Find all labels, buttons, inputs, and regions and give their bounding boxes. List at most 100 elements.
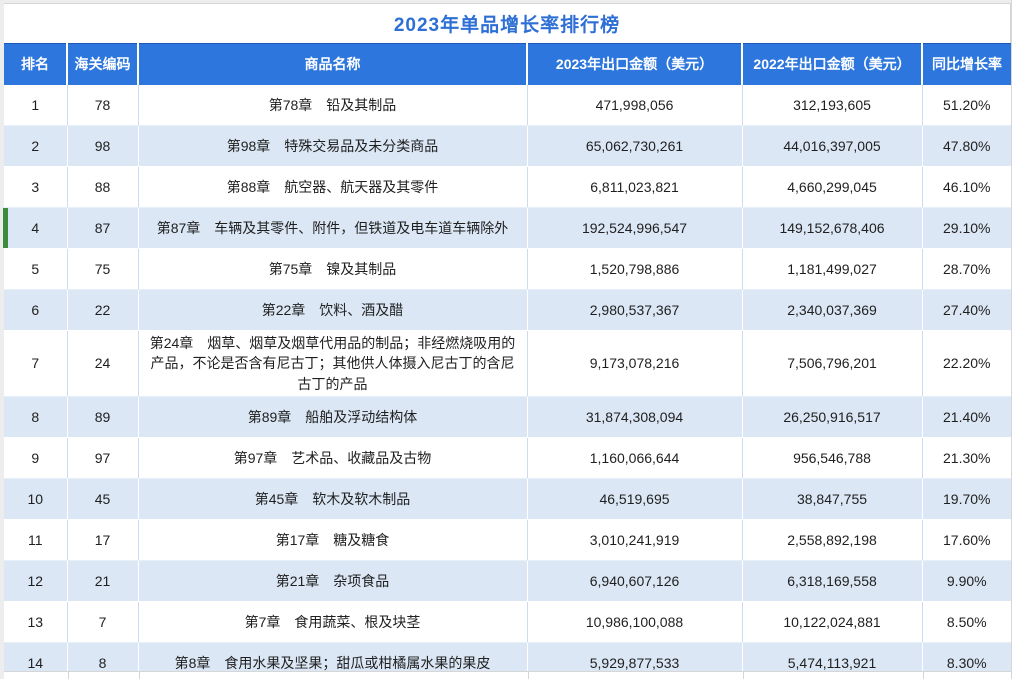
hs-code-cell[interactable]: 45 [67, 478, 139, 520]
amount-2023-cell[interactable]: 65,062,730,261 [527, 125, 743, 167]
hs-code-cell[interactable]: 98 [67, 125, 139, 167]
amount-2022-cell[interactable]: 1,181,499,027 [742, 248, 923, 290]
rank-cell[interactable]: 13 [4, 601, 68, 643]
grid-strip-bottom [4, 671, 1011, 679]
amount-2023-cell[interactable]: 10,986,100,088 [527, 601, 743, 643]
rank-cell[interactable]: 6 [4, 289, 68, 331]
amount-2023-cell[interactable]: 1,520,798,886 [527, 248, 743, 290]
column-header-amount-2023: 2023年出口金额（美元） [527, 43, 743, 85]
rank-cell[interactable]: 10 [4, 478, 68, 520]
gridline-tick [68, 672, 69, 679]
amount-2022-cell[interactable]: 7,506,796,201 [742, 330, 923, 397]
hs-code-cell[interactable]: 21 [67, 560, 139, 602]
hs-code-cell[interactable]: 87 [67, 207, 139, 249]
table-row: 13 7 第7章 食用蔬菜、根及块茎 10,986,100,088 10,122,024… [4, 601, 1011, 643]
table-row: 8 89 第89章 船舶及浮动结构体 31,874,308,094 26,250,916… [4, 396, 1011, 438]
name-cell[interactable]: 第87章 车辆及其零件、附件，但铁道及电车道车辆除外 [138, 207, 528, 249]
name-cell[interactable]: 第45章 软木及软木制品 [138, 478, 528, 520]
table-row: 11 17 第17章 糖及糖食 3,010,241,919 2,558,892,198 1… [4, 519, 1011, 561]
table-body: 1 78 第78章 铅及其制品 471,998,056 312,193,605 51.20… [3, 84, 1011, 679]
rank-cell[interactable]: 9 [4, 437, 68, 479]
amount-2022-cell[interactable]: 26,250,916,517 [742, 396, 923, 438]
amount-2023-cell[interactable]: 31,874,308,094 [527, 396, 743, 438]
growth-cell[interactable]: 28.70% [922, 248, 1011, 290]
gridline-tick [139, 672, 140, 679]
rank-cell[interactable]: 8 [4, 396, 68, 438]
rank-cell[interactable]: 2 [4, 125, 68, 167]
table-row: 6 22 第22章 饮料、酒及醋 2,980,537,367 2,340,037,369… [4, 289, 1011, 331]
hs-code-cell[interactable]: 22 [67, 289, 139, 331]
gridline-tick [923, 672, 924, 679]
amount-2023-cell[interactable]: 2,980,537,367 [527, 289, 743, 331]
amount-2022-cell[interactable]: 10,122,024,881 [742, 601, 923, 643]
rank-cell[interactable]: 1 [4, 84, 68, 126]
name-cell[interactable]: 第98章 特殊交易品及未分类商品 [138, 125, 528, 167]
name-cell[interactable]: 第78章 铅及其制品 [138, 84, 528, 126]
growth-cell[interactable]: 29.10% [922, 207, 1011, 249]
amount-2023-cell[interactable]: 3,010,241,919 [527, 519, 743, 561]
name-cell[interactable]: 第75章 镍及其制品 [138, 248, 528, 290]
column-header-hs-code: 海关编码 [67, 43, 139, 85]
amount-2023-cell[interactable]: 1,160,066,644 [527, 437, 743, 479]
hs-code-cell[interactable]: 97 [67, 437, 139, 479]
amount-2022-cell[interactable]: 2,340,037,369 [742, 289, 923, 331]
name-cell[interactable]: 第89章 船舶及浮动结构体 [138, 396, 528, 438]
growth-cell[interactable]: 21.40% [922, 396, 1011, 438]
name-cell[interactable]: 第21章 杂项食品 [138, 560, 528, 602]
hs-code-cell[interactable]: 89 [67, 396, 139, 438]
rank-cell[interactable]: 5 [4, 248, 68, 290]
hs-code-cell[interactable]: 75 [67, 248, 139, 290]
name-cell[interactable]: 第22章 饮料、酒及醋 [138, 289, 528, 331]
growth-cell[interactable]: 47.80% [922, 125, 1011, 167]
hs-code-cell[interactable]: 88 [67, 166, 139, 208]
hs-code-cell[interactable]: 7 [67, 601, 139, 643]
amount-2022-cell[interactable]: 312,193,605 [742, 84, 923, 126]
name-cell[interactable]: 第17章 糖及糖食 [138, 519, 528, 561]
growth-cell[interactable]: 22.20% [922, 330, 1011, 397]
growth-cell[interactable]: 17.60% [922, 519, 1011, 561]
growth-cell[interactable]: 27.40% [922, 289, 1011, 331]
growth-cell[interactable]: 46.10% [922, 166, 1011, 208]
name-cell[interactable]: 第88章 航空器、航天器及其零件 [138, 166, 528, 208]
amount-2023-cell[interactable]: 192,524,996,547 [527, 207, 743, 249]
name-cell[interactable]: 第97章 艺术品、收藏品及古物 [138, 437, 528, 479]
amount-2022-cell[interactable]: 38,847,755 [742, 478, 923, 520]
grid-strip-right [1011, 0, 1019, 679]
amount-2023-cell[interactable]: 9,173,078,216 [527, 330, 743, 397]
amount-2022-cell[interactable]: 956,546,788 [742, 437, 923, 479]
rank-cell[interactable]: 12 [4, 560, 68, 602]
amount-2022-cell[interactable]: 2,558,892,198 [742, 519, 923, 561]
hs-code-cell[interactable]: 78 [67, 84, 139, 126]
grid-strip-top [0, 0, 1019, 4]
amount-2022-cell[interactable]: 149,152,678,406 [742, 207, 923, 249]
hs-code-cell[interactable]: 17 [67, 519, 139, 561]
column-header-rank: 排名 [4, 43, 68, 85]
growth-cell[interactable]: 8.50% [922, 601, 1011, 643]
growth-cell[interactable]: 21.30% [922, 437, 1011, 479]
amount-2022-cell[interactable]: 44,016,397,005 [742, 125, 923, 167]
name-cell[interactable]: 第24章 烟草、烟草及烟草代用品的制品；非经燃烧吸用的产品，不论是否含有尼古丁；… [138, 330, 528, 397]
amount-2023-cell[interactable]: 471,998,056 [527, 84, 743, 126]
column-header-growth: 同比增长率 [922, 43, 1011, 85]
hs-code-cell[interactable]: 24 [67, 330, 139, 397]
selected-row-marker [3, 208, 8, 248]
rank-cell[interactable]: 7 [4, 330, 68, 397]
title-row: 2023年单品增长率排行榜 [4, 4, 1011, 43]
table-row: 4 87 第87章 车辆及其零件、附件，但铁道及电车道车辆除外 192,524,996… [3, 207, 1011, 249]
table-row: 3 88 第88章 航空器、航天器及其零件 6,811,023,821 4,660,29… [4, 166, 1011, 208]
name-cell[interactable]: 第7章 食用蔬菜、根及块茎 [138, 601, 528, 643]
amount-2022-cell[interactable]: 6,318,169,558 [742, 560, 923, 602]
growth-cell[interactable]: 9.90% [922, 560, 1011, 602]
growth-cell[interactable]: 19.70% [922, 478, 1011, 520]
amount-2023-cell[interactable]: 46,519,695 [527, 478, 743, 520]
rank-cell[interactable]: 3 [4, 166, 68, 208]
growth-cell[interactable]: 51.20% [922, 84, 1011, 126]
rank-cell[interactable]: 11 [4, 519, 68, 561]
table-row: 1 78 第78章 铅及其制品 471,998,056 312,193,605 51.20… [4, 84, 1011, 126]
gridline-tick [528, 672, 529, 679]
amount-2023-cell[interactable]: 6,940,607,126 [527, 560, 743, 602]
amount-2023-cell[interactable]: 6,811,023,821 [527, 166, 743, 208]
rank-cell[interactable]: 4 [3, 207, 68, 249]
sheet-area: 2023年单品增长率排行榜 排名 海关编码 商品名称 2023年出口金额（美元） 202… [3, 4, 1011, 679]
amount-2022-cell[interactable]: 4,660,299,045 [742, 166, 923, 208]
